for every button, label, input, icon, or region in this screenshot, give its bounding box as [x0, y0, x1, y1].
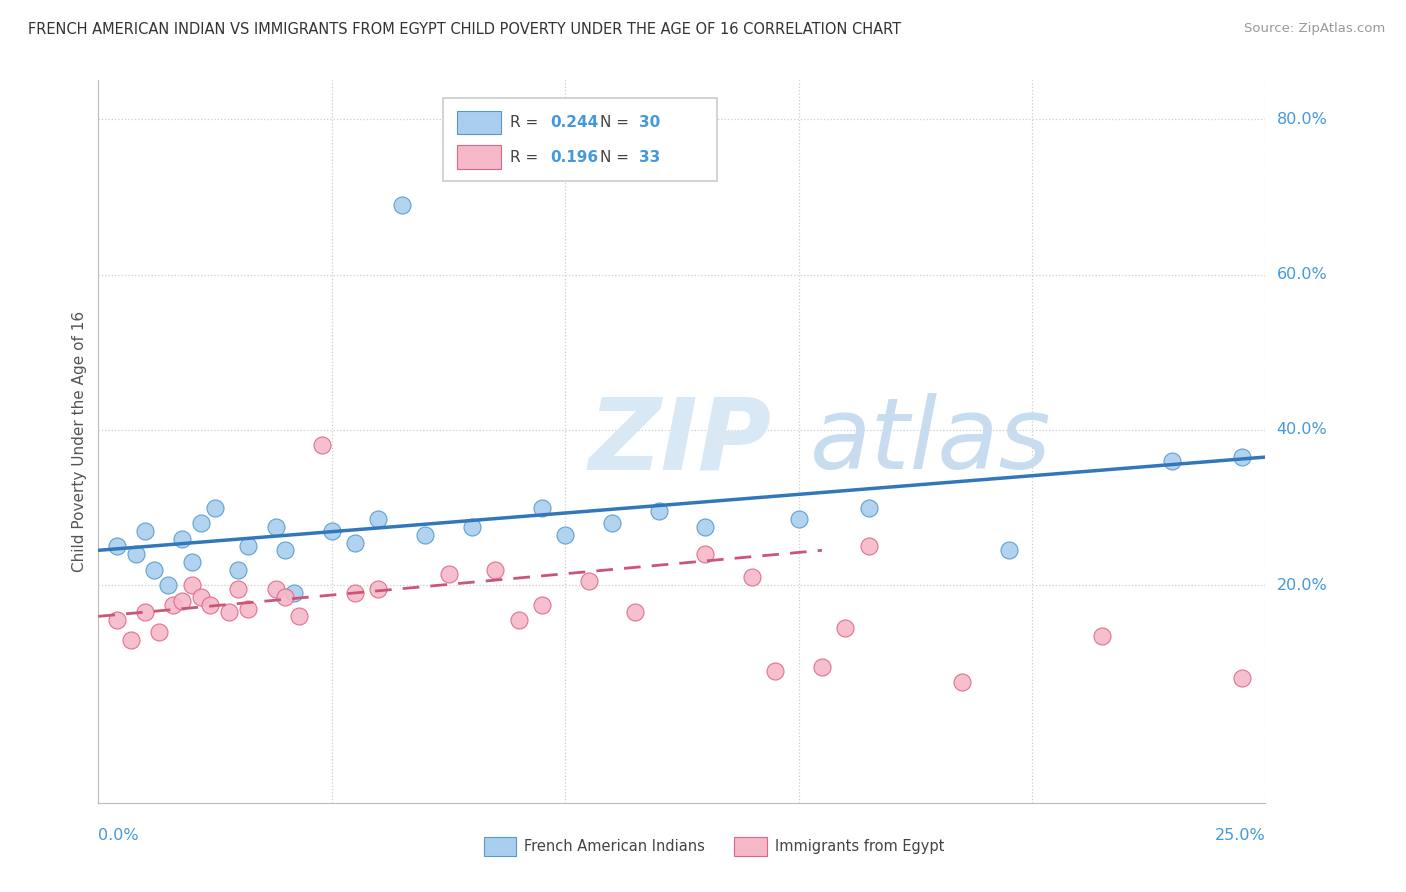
Point — [190, 516, 212, 530]
FancyBboxPatch shape — [457, 111, 501, 135]
Text: 40.0%: 40.0% — [1277, 423, 1327, 437]
Text: N =: N = — [600, 150, 634, 165]
Point — [1230, 450, 1253, 464]
Text: R =: R = — [510, 115, 544, 130]
Point — [172, 532, 194, 546]
Point — [172, 594, 194, 608]
Point — [367, 582, 389, 596]
Point — [190, 590, 212, 604]
Point — [134, 524, 156, 538]
Point — [858, 500, 880, 515]
Point — [236, 540, 259, 554]
Point — [787, 512, 810, 526]
Point — [530, 500, 553, 515]
Text: ZIP: ZIP — [589, 393, 772, 490]
Point — [367, 512, 389, 526]
Point — [530, 598, 553, 612]
Point — [695, 520, 717, 534]
Text: 25.0%: 25.0% — [1215, 828, 1265, 843]
Text: R =: R = — [510, 150, 544, 165]
Text: 20.0%: 20.0% — [1277, 578, 1327, 593]
Text: 0.0%: 0.0% — [98, 828, 139, 843]
Point — [274, 590, 297, 604]
Point — [554, 528, 576, 542]
Point — [811, 660, 834, 674]
Text: 0.244: 0.244 — [550, 115, 599, 130]
Point — [997, 543, 1019, 558]
Point — [413, 528, 436, 542]
Point — [834, 621, 856, 635]
FancyBboxPatch shape — [457, 145, 501, 169]
Point — [624, 606, 647, 620]
Text: French American Indians: French American Indians — [524, 838, 706, 854]
Point — [157, 578, 180, 592]
Point — [264, 520, 287, 534]
Point — [134, 606, 156, 620]
Point — [120, 632, 142, 647]
Text: 33: 33 — [638, 150, 659, 165]
Point — [105, 613, 128, 627]
Point — [148, 624, 170, 639]
Point — [180, 555, 202, 569]
Point — [180, 578, 202, 592]
Point — [578, 574, 600, 589]
Point — [484, 563, 506, 577]
Point — [508, 613, 530, 627]
Point — [228, 582, 250, 596]
FancyBboxPatch shape — [734, 838, 768, 855]
Point — [600, 516, 623, 530]
Text: 30: 30 — [638, 115, 659, 130]
Point — [1091, 629, 1114, 643]
Point — [858, 540, 880, 554]
Point — [763, 664, 786, 678]
Text: 0.196: 0.196 — [550, 150, 598, 165]
Point — [143, 563, 166, 577]
FancyBboxPatch shape — [443, 98, 717, 181]
Text: Immigrants from Egypt: Immigrants from Egypt — [775, 838, 945, 854]
Point — [228, 563, 250, 577]
Point — [274, 543, 297, 558]
Point — [741, 570, 763, 584]
Point — [344, 586, 367, 600]
Point — [218, 606, 240, 620]
Point — [695, 547, 717, 561]
Text: N =: N = — [600, 115, 634, 130]
Point — [125, 547, 148, 561]
Point — [204, 500, 226, 515]
Point — [391, 197, 413, 211]
Point — [236, 601, 259, 615]
Point — [105, 540, 128, 554]
Point — [950, 675, 973, 690]
Point — [162, 598, 184, 612]
Point — [1230, 672, 1253, 686]
Point — [288, 609, 311, 624]
Point — [264, 582, 287, 596]
Text: Source: ZipAtlas.com: Source: ZipAtlas.com — [1244, 22, 1385, 36]
Point — [344, 535, 367, 549]
Point — [1161, 454, 1184, 468]
Text: 80.0%: 80.0% — [1277, 112, 1327, 127]
Point — [647, 504, 669, 518]
Point — [437, 566, 460, 581]
Text: atlas: atlas — [810, 393, 1052, 490]
Point — [321, 524, 343, 538]
Point — [200, 598, 222, 612]
Point — [311, 438, 333, 452]
Point — [283, 586, 305, 600]
Text: FRENCH AMERICAN INDIAN VS IMMIGRANTS FROM EGYPT CHILD POVERTY UNDER THE AGE OF 1: FRENCH AMERICAN INDIAN VS IMMIGRANTS FRO… — [28, 22, 901, 37]
Text: 60.0%: 60.0% — [1277, 267, 1327, 282]
Point — [461, 520, 484, 534]
Y-axis label: Child Poverty Under the Age of 16: Child Poverty Under the Age of 16 — [72, 311, 87, 572]
FancyBboxPatch shape — [484, 838, 516, 855]
